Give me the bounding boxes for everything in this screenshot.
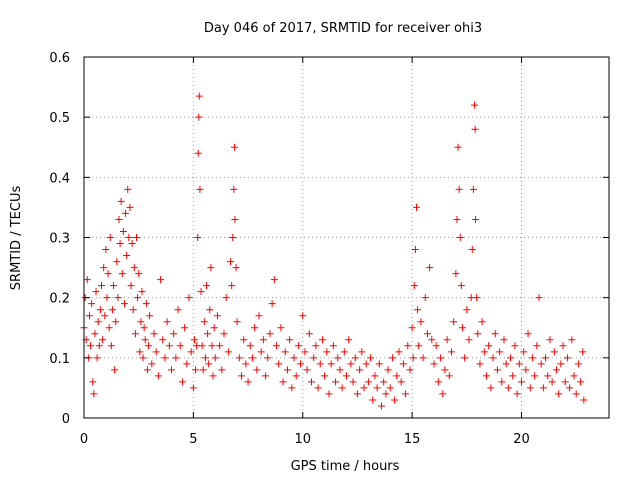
x-tick-label: 0 (80, 432, 88, 447)
x-tick-label: 5 (189, 432, 197, 447)
y-tick-label: 0.6 (49, 51, 70, 66)
y-tick-label: 0.5 (49, 111, 70, 126)
x-tick-label: 20 (513, 432, 530, 447)
chart-background (0, 0, 640, 480)
chart: 0 5 10 15 20 0 0.1 0.2 0.3 0.4 0.5 0.6 Day 046 of … (0, 0, 640, 480)
y-tick-label: 0.2 (49, 292, 70, 307)
x-tick-label: 10 (294, 432, 311, 447)
y-axis-title: SRMTID / TECUs (9, 186, 24, 291)
y-tick-label: 0.4 (49, 171, 70, 186)
chart-title: Day 046 of 2017, SRMTID for receiver ohi… (204, 21, 482, 36)
x-tick-label: 15 (404, 432, 421, 447)
y-tick-label: 0.1 (49, 352, 70, 367)
x-axis-title: GPS time / hours (291, 459, 400, 474)
y-tick-label: 0.3 (49, 232, 70, 247)
y-tick-label: 0 (62, 412, 70, 427)
